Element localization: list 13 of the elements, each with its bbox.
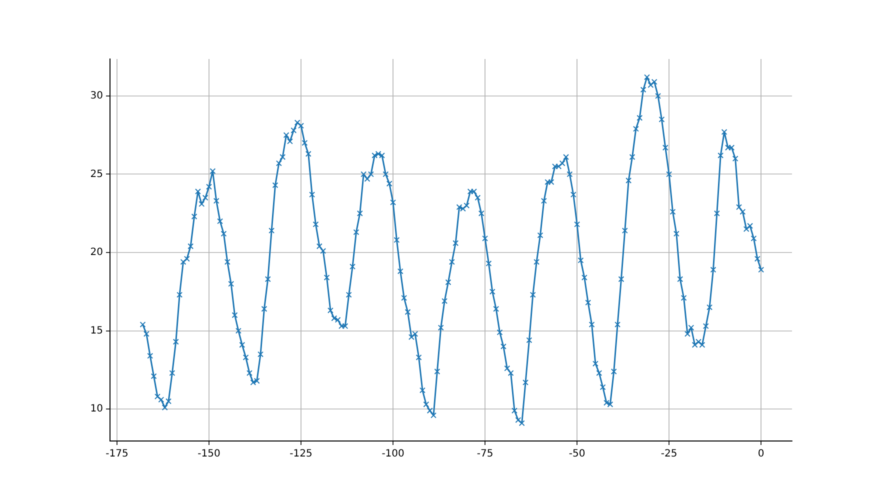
y-tick-label: 20 <box>90 247 103 258</box>
x-tick-label: -75 <box>476 448 494 460</box>
y-tick-label: 25 <box>90 168 103 180</box>
x-tick-label: -175 <box>106 448 128 460</box>
y-tick-label: 30 <box>90 90 103 102</box>
x-tick-label: -125 <box>290 448 312 460</box>
y-tick-label: 10 <box>90 404 103 415</box>
x-tick-label: -50 <box>568 448 586 460</box>
x-tick-label: -25 <box>660 448 678 460</box>
x-tick-label: -150 <box>198 448 220 460</box>
x-tick-label: -100 <box>382 448 404 460</box>
y-tick-label: 15 <box>90 325 103 336</box>
x-tick-label: 0 <box>758 448 764 460</box>
